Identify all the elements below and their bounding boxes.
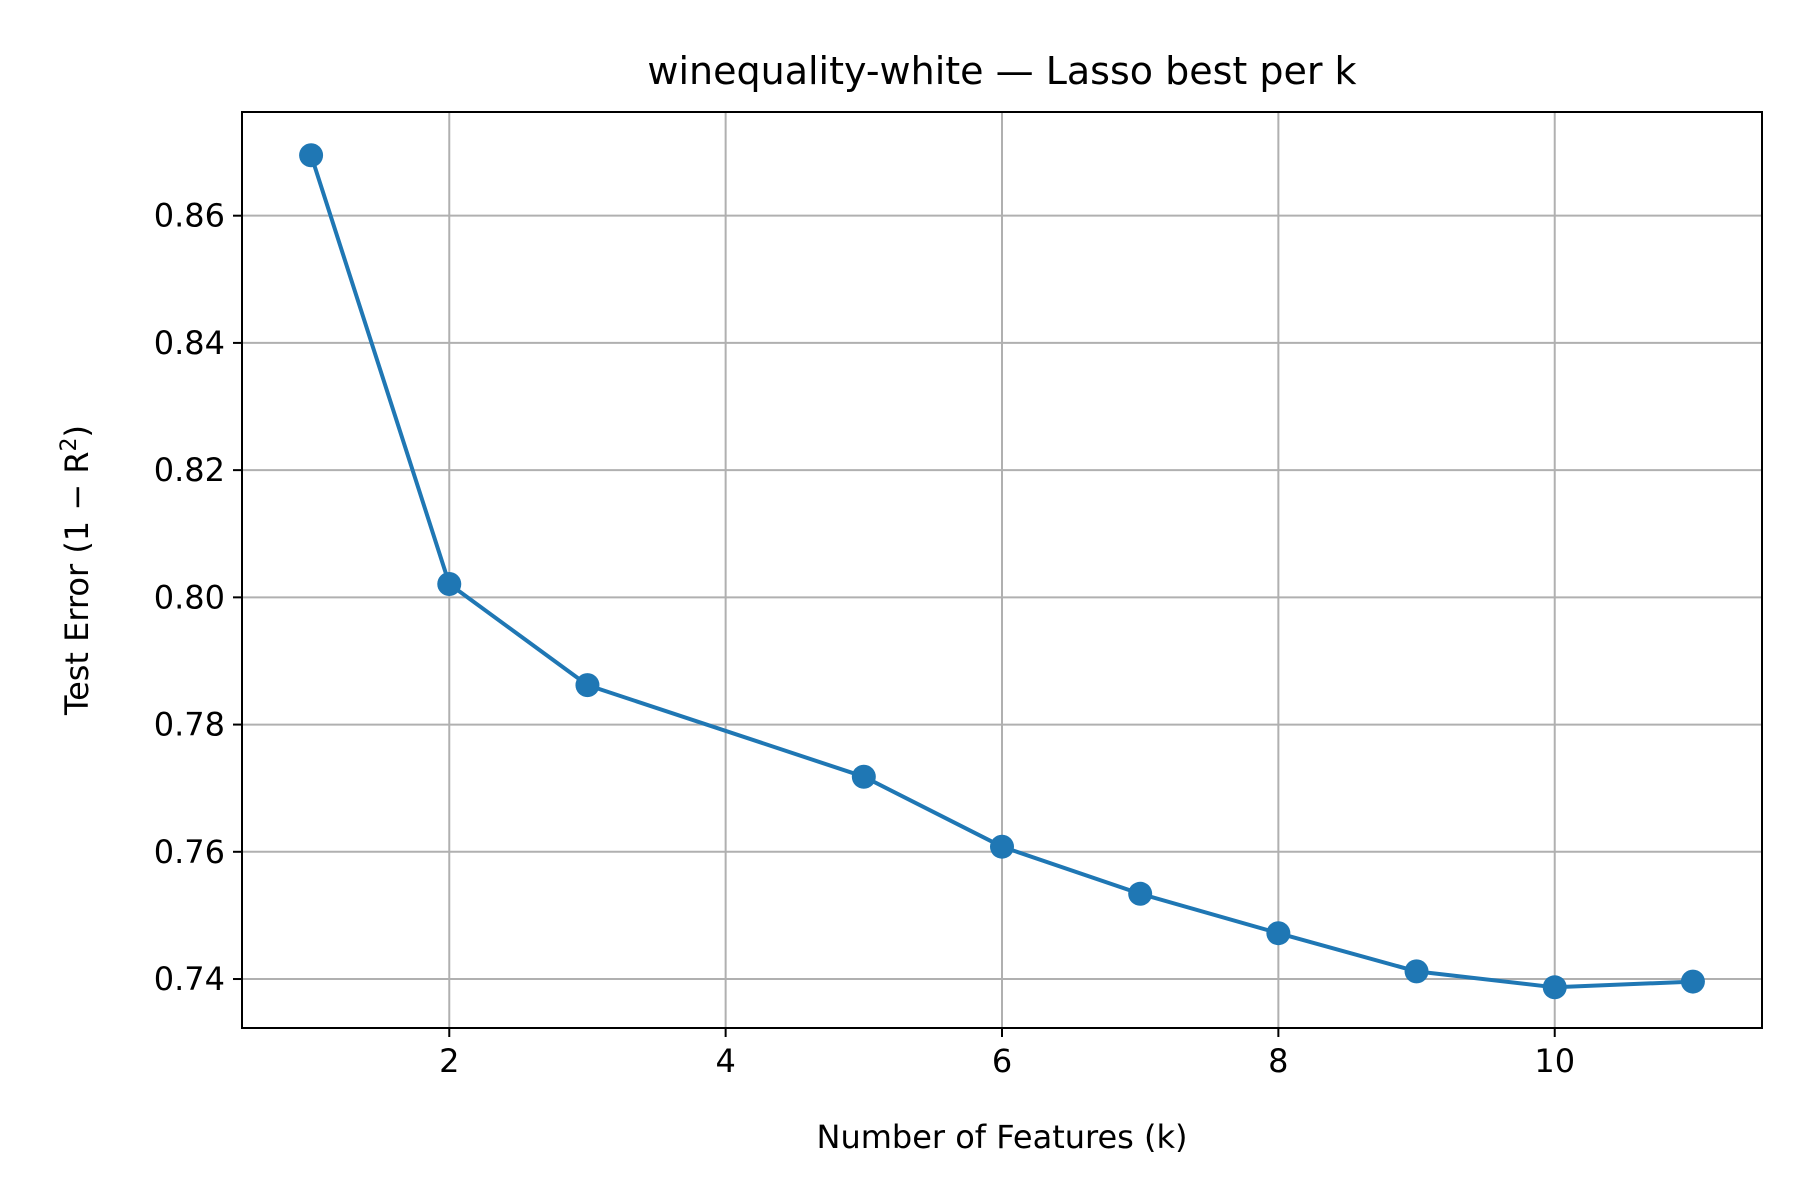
y-tick-label: 0.82 (154, 451, 225, 489)
x-axis-label: Number of Features (k) (817, 1118, 1188, 1156)
chart-title: winequality-white — Lasso best per k (647, 49, 1356, 93)
x-axis-ticks: 2 4 6 8 10 (439, 1028, 1575, 1080)
y-axis-label: Test Error (1 − R2) (57, 425, 96, 716)
x-tick-label: 8 (1268, 1042, 1288, 1080)
series-layer (299, 143, 1705, 1000)
y-tick-label: 0.80 (154, 578, 225, 616)
x-tick-label: 4 (715, 1042, 735, 1080)
data-point (990, 834, 1014, 859)
y-axis-label-superscript: 2 (57, 437, 82, 451)
grid-lines (242, 112, 1762, 1028)
y-tick-label: 0.78 (154, 706, 225, 744)
data-point (1266, 921, 1291, 946)
y-tick-label: 0.74 (154, 960, 225, 998)
data-point (1404, 959, 1429, 984)
y-axis-label-main: Test Error (1 − R (58, 451, 96, 716)
x-tick-label: 2 (439, 1042, 459, 1080)
y-tick-label: 0.84 (154, 324, 225, 362)
data-point (851, 764, 876, 789)
data-point (1128, 881, 1153, 906)
x-tick-label: 6 (992, 1042, 1012, 1080)
y-tick-label: 0.76 (154, 833, 225, 871)
y-tick-label: 0.86 (154, 197, 225, 235)
data-point (299, 143, 324, 168)
data-point (1680, 969, 1705, 994)
y-axis-ticks: 0.74 0.76 0.78 0.80 0.82 0.84 0.86 (154, 197, 242, 998)
y-axis-label-close: ) (58, 425, 96, 437)
data-point (437, 571, 462, 596)
data-point (575, 673, 600, 698)
x-tick-label: 10 (1534, 1042, 1575, 1080)
data-point (1542, 975, 1567, 1000)
series-line (309, 154, 1693, 990)
